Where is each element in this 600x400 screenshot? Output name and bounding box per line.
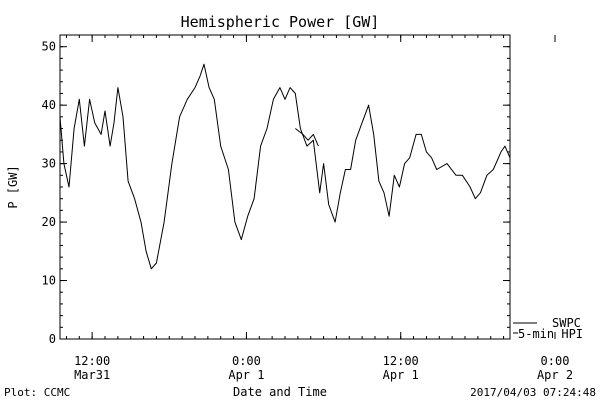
footer-timestamp: 2017/04/03 07:24:48 bbox=[470, 386, 596, 399]
y-tick-label: 30 bbox=[42, 157, 56, 171]
x-minor-ticks bbox=[65, 35, 505, 339]
x-tick-date-label: Apr 1 bbox=[383, 368, 419, 382]
x-tick-time-label: 0:00 bbox=[541, 354, 570, 368]
y-tick-label: 20 bbox=[42, 215, 56, 229]
chart-title: Hemispheric Power [GW] bbox=[181, 13, 380, 31]
x-axis-label: Date and Time bbox=[233, 385, 327, 399]
legend-swpc-label: SWPC bbox=[552, 316, 581, 330]
x-tick-time-label: 12:00 bbox=[74, 354, 110, 368]
y-axis-label: P [GW] bbox=[6, 165, 20, 208]
y-tick-label: 40 bbox=[42, 98, 56, 112]
x-tick-time-label: 12:00 bbox=[383, 354, 419, 368]
y-tick-label: 10 bbox=[42, 274, 56, 288]
x-tick-time-label: 0:00 bbox=[232, 354, 261, 368]
series-line-swpc bbox=[59, 63, 511, 287]
y-minor-ticks bbox=[60, 34, 510, 340]
series-layer bbox=[59, 63, 511, 287]
x-tick-date-label: Apr 2 bbox=[537, 368, 573, 382]
y-tick-label: 50 bbox=[42, 40, 56, 54]
legend-hpi-label: 5-min HPI bbox=[518, 327, 583, 341]
series-line-hpi bbox=[294, 128, 319, 147]
x-tick-date-label: Mar31 bbox=[74, 368, 110, 382]
x-tick-date-label: Apr 1 bbox=[228, 368, 264, 382]
legend: SWPC 5-min HPI bbox=[513, 316, 583, 341]
y-tick-label: 0 bbox=[49, 332, 56, 346]
plot-frame bbox=[59, 34, 511, 340]
footer-source: Plot: CCMC bbox=[4, 386, 70, 399]
y-axis-ticks: 0 10 20 30 40 50 bbox=[42, 40, 510, 346]
